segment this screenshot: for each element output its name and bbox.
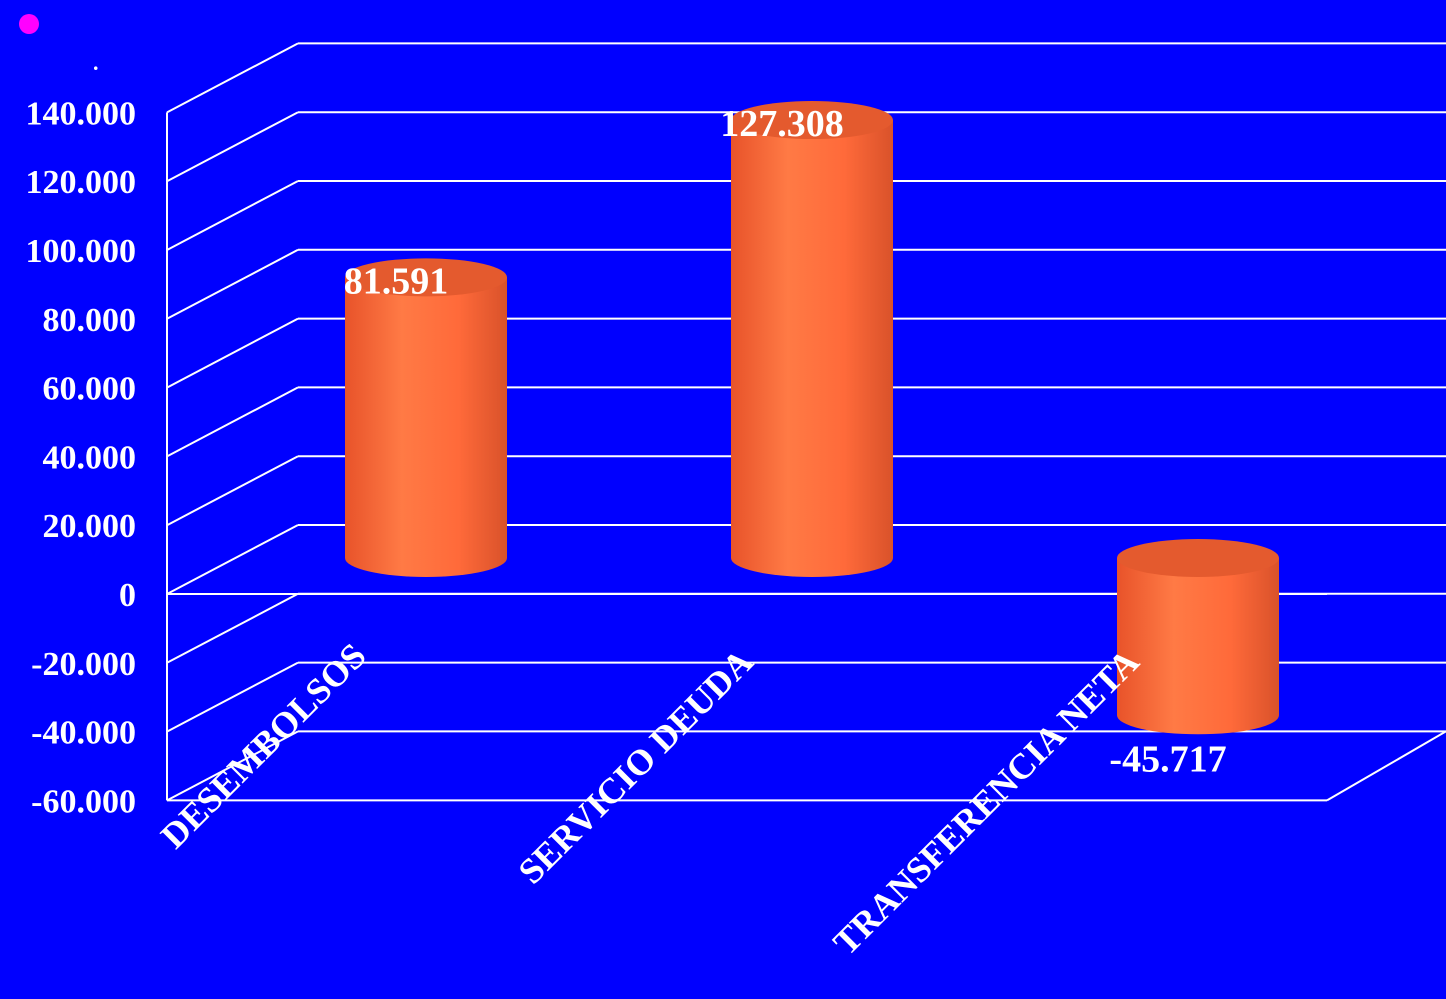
bar-body: [731, 120, 893, 577]
gridline-side: [166, 386, 299, 458]
bar-body: [345, 277, 507, 577]
bar-cylinder: [1117, 539, 1279, 735]
gridline-side: [166, 592, 299, 664]
bar-top: [1117, 539, 1279, 577]
y-tick-label: 140.000: [26, 95, 137, 132]
gridline-side: [166, 661, 299, 733]
y-tick-label: 40.000: [43, 439, 137, 476]
x-category-label: TRANSFERENCIA NETA: [825, 641, 1146, 962]
y-tick-label: 20.000: [43, 508, 137, 545]
gridline-side: [166, 180, 299, 251]
gridline-side: [166, 42, 299, 114]
bar-body: [1117, 558, 1279, 735]
y-tick-label: 100.000: [26, 233, 137, 270]
y-tick-label: 80.000: [43, 302, 137, 339]
x-category-label: DESEMBOLSOS: [153, 635, 374, 856]
bar-cylinder: [345, 258, 507, 577]
floor-right-edge: [1326, 730, 1446, 802]
gridline-side: [166, 248, 299, 320]
bar-cylinder: [731, 101, 893, 577]
gridline-side: [166, 455, 299, 527]
y-tick-label: 60.000: [43, 371, 137, 408]
gridline-side: [166, 317, 299, 389]
bar-top: [345, 258, 507, 297]
gridline-side: [166, 524, 299, 595]
bar-top: [731, 101, 893, 140]
x-category-label: SERVICIO DEUDA: [510, 641, 760, 891]
y-tick-label: 120.000: [26, 164, 137, 201]
pink-bullet-icon: [19, 14, 39, 34]
y-tick-label: 0: [119, 577, 136, 614]
gridline-side: [166, 111, 299, 183]
data-label: 81.591: [344, 260, 449, 302]
y-tick-label: -40.000: [31, 715, 136, 752]
gridline-side: [166, 730, 299, 802]
data-label: 127.308: [720, 103, 844, 145]
dot-text: .: [93, 50, 99, 75]
y-tick-label: -20.000: [31, 646, 136, 683]
y-tick-label: -60.000: [31, 783, 136, 820]
data-label: -45.717: [1109, 738, 1226, 780]
